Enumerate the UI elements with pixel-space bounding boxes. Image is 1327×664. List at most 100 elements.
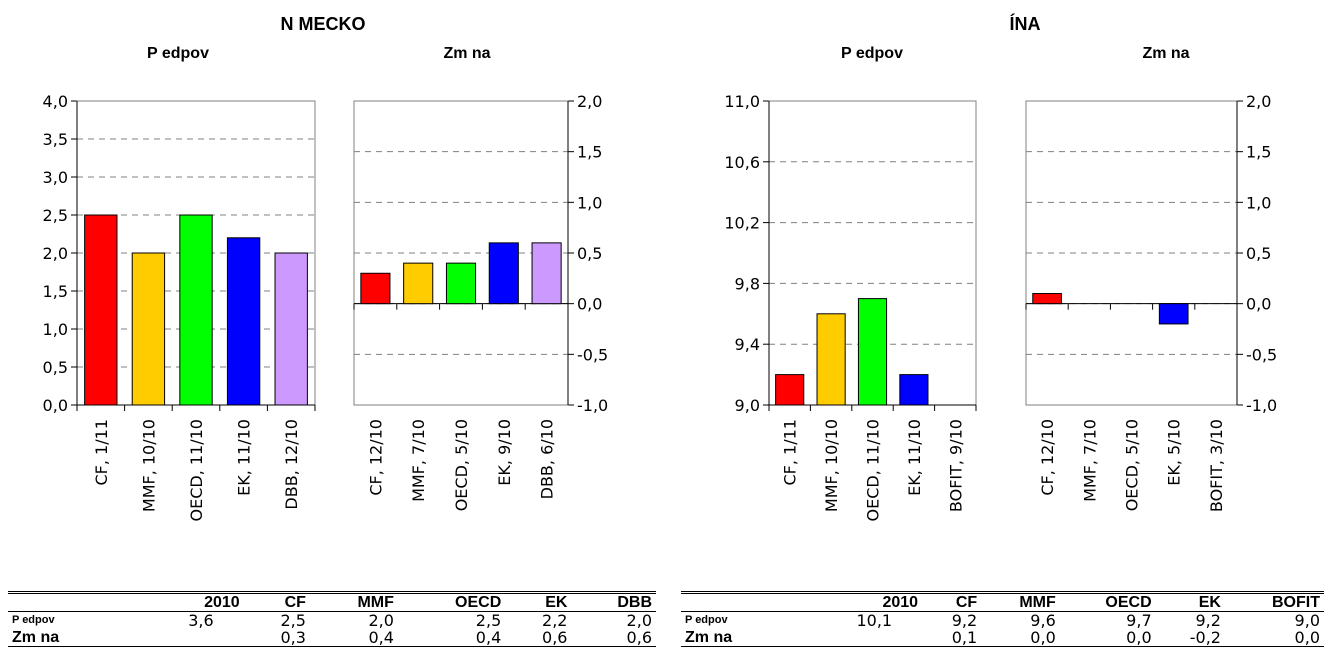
x-tick-label: CF, 1/11 bbox=[92, 419, 111, 485]
de-col-header: OECD bbox=[397, 592, 506, 612]
de-col-header: 2010 bbox=[126, 592, 244, 612]
table-cell: 9,7 bbox=[1126, 611, 1152, 630]
de-col-header: CF bbox=[243, 592, 310, 612]
y-tick-label: 9,8 bbox=[735, 274, 760, 293]
bar bbox=[775, 374, 805, 406]
bar bbox=[857, 298, 888, 406]
cn-col-header: EK bbox=[1155, 592, 1225, 612]
table-cell: 9,2 bbox=[1195, 611, 1221, 630]
cn-col-header bbox=[681, 592, 799, 612]
bar bbox=[274, 252, 308, 406]
y-tick-label: 2,0 bbox=[1246, 92, 1271, 111]
y-tick-label: 1,5 bbox=[43, 282, 68, 301]
cn-forecast-chart: 9,0 9,4 9,8 10,2 10,6 11,0 CF, 1/11 MMF, 10/10 O… bbox=[724, 92, 977, 521]
table-cell: 2,2 bbox=[542, 611, 568, 630]
x-tick-label: CF, 12/10 bbox=[1038, 419, 1057, 496]
bar bbox=[131, 252, 166, 406]
x-tick-label: OECD, 11/10 bbox=[864, 419, 883, 521]
bar bbox=[84, 214, 118, 406]
table-cell: 0,4 bbox=[475, 628, 502, 647]
y-tick-label: 0,5 bbox=[577, 244, 602, 263]
bar bbox=[360, 272, 391, 305]
y-tick-label: -1,0 bbox=[577, 396, 608, 415]
y-tick-label: 0,5 bbox=[43, 358, 68, 377]
cn-change-subtitle: Zm na bbox=[1142, 45, 1189, 62]
x-tick-label: EK, 11/10 bbox=[905, 419, 924, 496]
row-label: Zm na bbox=[685, 629, 733, 646]
de-col-header bbox=[8, 592, 126, 612]
de-forecast-subtitle: P edpov bbox=[147, 45, 209, 62]
row-label: P edpov bbox=[685, 614, 728, 626]
x-tick-label: BOFIT, 9/10 bbox=[946, 419, 965, 512]
table-cell: 2,0 bbox=[626, 611, 652, 630]
y-tick-label: 1,5 bbox=[577, 143, 602, 162]
bar bbox=[1032, 293, 1062, 305]
y-tick-label: 0,0 bbox=[1246, 295, 1271, 314]
charts-layer: 0,0 0,5 1,0 1,5 2,0 2,5 3,0 3,5 4,0 CF, 1/11 MMF, … bbox=[43, 92, 1278, 521]
de-title: N MECKO bbox=[281, 14, 366, 34]
y-tick-label: 9,4 bbox=[735, 335, 760, 354]
cn-forecast-subtitle: P edpov bbox=[841, 45, 903, 62]
x-tick-label: DBB, 12/10 bbox=[282, 419, 301, 510]
y-tick-label: 2,0 bbox=[43, 244, 68, 263]
y-tick-label: 10,6 bbox=[724, 153, 760, 172]
y-tick-label: 10,2 bbox=[724, 214, 760, 233]
table-cell: 3,6 bbox=[188, 611, 214, 630]
x-tick-label: CF, 1/11 bbox=[781, 419, 800, 485]
table-cell: 9,2 bbox=[951, 611, 978, 630]
row-label: Zm na bbox=[12, 629, 60, 646]
cn-table-header-row: 2010 CF MMF OECD EK BOFIT bbox=[681, 592, 1324, 612]
x-tick-label: OECD, 11/10 bbox=[187, 419, 206, 521]
table-cell: 0,6 bbox=[542, 628, 568, 647]
x-tick-label: MMF, 7/10 bbox=[1080, 419, 1099, 502]
y-tick-label: -0,5 bbox=[1246, 345, 1277, 364]
y-tick-label: -0,5 bbox=[577, 345, 608, 364]
y-tick-label: 1,0 bbox=[43, 320, 68, 339]
table-cell: 2,5 bbox=[280, 611, 306, 630]
table-row: Zm na 0,3 0,4 0,4 0,6 0,6 bbox=[8, 629, 656, 647]
row-label: P edpov bbox=[12, 614, 55, 626]
x-tick-label: EK, 9/10 bbox=[495, 419, 514, 486]
x-tick-label: MMF, 7/10 bbox=[409, 419, 428, 502]
x-tick-label: EK, 11/10 bbox=[235, 419, 254, 496]
bar bbox=[179, 214, 213, 406]
x-tick-label: OECD, 5/10 bbox=[452, 419, 471, 511]
table-cell: -0,2 bbox=[1189, 628, 1221, 647]
table-cell: 0,4 bbox=[368, 628, 394, 647]
y-tick-label: 1,5 bbox=[1246, 143, 1271, 162]
table-row: P edpov 10,1 9,2 9,6 9,7 9,2 9,0 bbox=[681, 612, 1324, 630]
table-cell: 9,6 bbox=[1030, 611, 1056, 630]
y-tick-label: 2,5 bbox=[43, 206, 68, 225]
y-tick-label: 1,0 bbox=[1246, 193, 1271, 212]
table-row: P edpov 3,6 2,5 2,0 2,5 2,2 2,0 bbox=[8, 612, 656, 630]
bar bbox=[531, 242, 562, 305]
y-tick-label: 2,0 bbox=[577, 92, 602, 111]
bar bbox=[403, 262, 434, 305]
table-cell: 0,0 bbox=[1030, 628, 1056, 647]
table-cell: 0,1 bbox=[951, 628, 978, 647]
table-cell: 0,3 bbox=[280, 628, 306, 647]
cn-change-chart: -1,0 -0,5 0,0 0,5 1,0 1,5 2,0 CF, 12/10 MMF, 7/1… bbox=[1025, 92, 1277, 512]
cn-title: ÍNA bbox=[1010, 13, 1041, 34]
table-row: Zm na 0,1 0,0 0,0 -0,2 0,0 bbox=[681, 629, 1324, 647]
y-tick-label: 1,0 bbox=[577, 193, 602, 212]
de-col-header: DBB bbox=[571, 592, 656, 612]
y-tick-label: 0,0 bbox=[43, 396, 68, 415]
x-tick-label: OECD, 5/10 bbox=[1123, 419, 1142, 511]
bar bbox=[226, 237, 261, 406]
de-col-header: MMF bbox=[309, 592, 398, 612]
de-table-header-row: 2010 CF MMF OECD EK DBB bbox=[8, 592, 656, 612]
y-tick-label: 3,5 bbox=[43, 130, 68, 149]
table-cell: 10,1 bbox=[856, 611, 893, 630]
y-tick-label: 4,0 bbox=[43, 92, 68, 111]
cn-summary-table: 2010 CF MMF OECD EK BOFIT P edpov 10,1 9… bbox=[681, 591, 1324, 647]
y-tick-label: 9,0 bbox=[735, 396, 760, 415]
de-summary-table: 2010 CF MMF OECD EK DBB P edpov 3,6 2,5 … bbox=[8, 591, 656, 647]
bar bbox=[899, 374, 929, 406]
table-cell: 0,0 bbox=[1294, 628, 1320, 647]
x-tick-label: DBB, 6/10 bbox=[538, 419, 557, 499]
y-tick-label: 0,5 bbox=[1246, 244, 1271, 263]
de-forecast-chart: 0,0 0,5 1,0 1,5 2,0 2,5 3,0 3,5 4,0 CF, 1/11 MMF, … bbox=[43, 92, 316, 521]
table-cell: 0,0 bbox=[1126, 628, 1152, 647]
